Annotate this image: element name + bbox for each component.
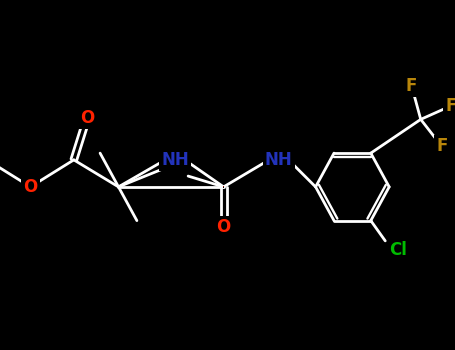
Text: F: F [436, 137, 447, 155]
Text: F: F [445, 97, 455, 115]
Text: Cl: Cl [389, 241, 407, 259]
Text: F: F [406, 77, 417, 95]
Text: O: O [80, 109, 94, 127]
Text: O: O [217, 218, 231, 236]
Text: O: O [223, 186, 224, 187]
Text: O: O [23, 178, 38, 196]
Text: NH: NH [265, 151, 293, 169]
Text: NH: NH [161, 151, 189, 169]
